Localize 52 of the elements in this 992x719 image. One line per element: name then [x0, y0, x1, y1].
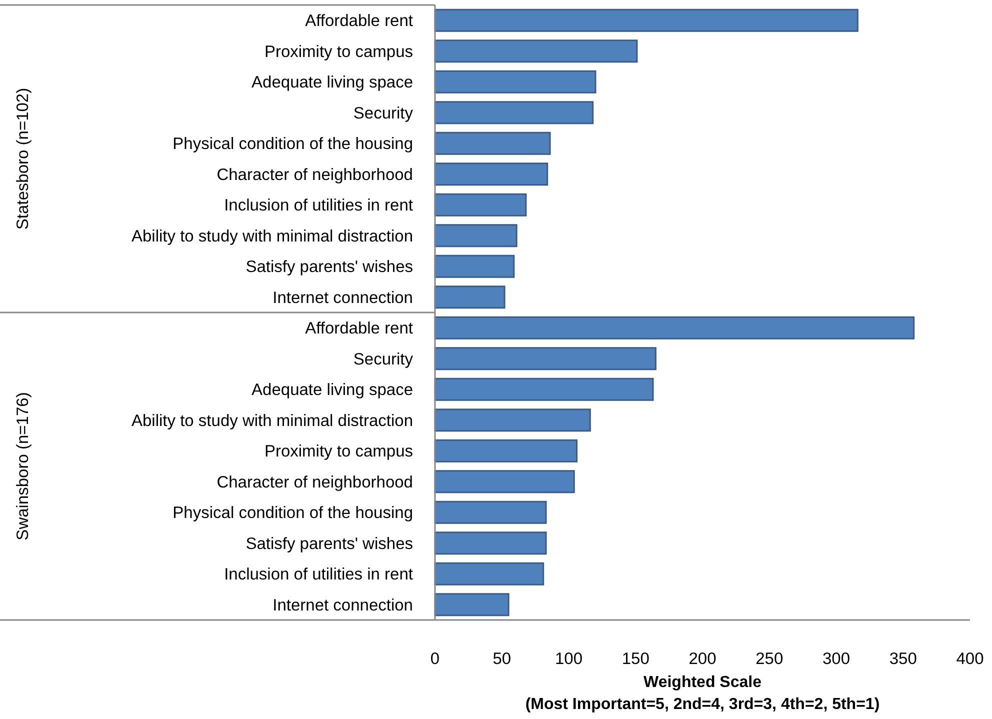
y-tick-label: Security: [353, 350, 414, 368]
y-tick-label: Ability to study with minimal distraction: [131, 227, 413, 246]
bar: [434, 70, 596, 94]
bar: [434, 254, 515, 278]
y-tick-label: Adequate living space: [252, 381, 413, 400]
y-tick-label: Satisfy parents' wishes: [246, 258, 413, 276]
bar: [434, 8, 858, 32]
x-tick-label: 50: [492, 650, 512, 668]
bar: [434, 224, 518, 248]
bar: [434, 470, 575, 494]
bar: [434, 593, 510, 616]
y-tick-label: Character of neighborhood: [216, 473, 413, 492]
y-tick-label: Affordable rent: [305, 320, 414, 338]
y-tick-label: Ability to study with minimal distraction: [131, 412, 413, 430]
y-tick-label: Physical condition of the housing: [172, 135, 413, 154]
bar: [434, 500, 547, 524]
x-tick-label: 300: [822, 650, 850, 668]
y-tick-label: Security: [353, 104, 414, 122]
y-tick-label: Proximity to campus: [264, 42, 413, 61]
y-tick-label: Inclusion of utilities in rent: [224, 566, 414, 584]
y-tick-label: Internet connection: [272, 596, 413, 614]
x-tick-label: 200: [688, 650, 716, 668]
y-tick-label: Adequate living space: [252, 74, 413, 92]
y-tick-label: Physical condition of the housing: [172, 504, 413, 522]
bar: [434, 162, 548, 186]
bar: [434, 40, 638, 63]
bar: [434, 132, 551, 155]
bar: [434, 101, 594, 124]
bar: [434, 562, 544, 586]
x-tick-label: 0: [430, 650, 440, 668]
y-tick-label: Affordable rent: [305, 12, 414, 30]
y-tick-label: Internet connection: [272, 288, 413, 307]
bar: [434, 378, 654, 401]
bar: [434, 532, 547, 555]
y-tick-label: Satisfy parents' wishes: [246, 534, 413, 553]
bar: [434, 408, 591, 432]
x-axis-title: Weighted Scale (Most Important=5, 2nd=4, 3rd=3, 4th=2, 5th=1): [525, 674, 880, 713]
bar: [434, 316, 915, 340]
y-tick-label: Character of neighborhood: [216, 166, 413, 184]
x-tick-label: 150: [622, 650, 650, 668]
bar: [434, 286, 506, 309]
x-tick-label: 250: [756, 650, 784, 668]
y-axis-title: Statesboro (n=102): [14, 88, 32, 230]
x-tick-label: 100: [554, 650, 583, 668]
x-tick-label: 400: [956, 650, 984, 668]
y-axis-title: Swainsboro (n=176): [14, 392, 32, 540]
bar: [434, 193, 527, 216]
x-tick-label: 350: [889, 650, 917, 668]
bar: [434, 439, 578, 462]
bar: [434, 347, 656, 370]
y-tick-label: Inclusion of utilities in rent: [224, 196, 414, 215]
y-tick-label: Proximity to campus: [264, 442, 413, 461]
